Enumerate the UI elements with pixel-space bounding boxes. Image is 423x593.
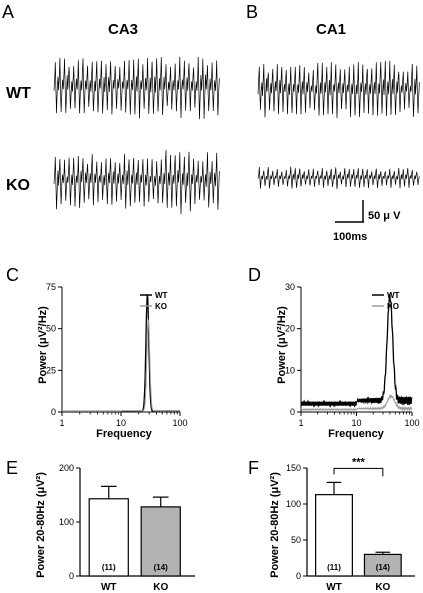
chart-c-x-tick-label: 1 xyxy=(59,418,64,428)
chart-c: Power (μV²/Hz) Frequency 0 25 50 75 1 10 100 WT… xyxy=(37,282,188,440)
chart-e-category-label-wt: WT xyxy=(101,582,117,593)
chart-f-significance-bracket xyxy=(333,467,384,477)
chart-d-y-tick-label: 20 xyxy=(285,324,295,334)
chart-d-y-tick-label: 0 xyxy=(290,407,295,417)
chart-f-y-tick-label: 0 xyxy=(296,571,301,581)
chart-c-y-tick-label: 50 xyxy=(46,324,56,334)
chart-d-legend-label-wt: WT xyxy=(387,291,400,300)
chart-e-plot-area: 0 100 200 (11) WT (14) KO xyxy=(59,463,195,593)
chart-c-legend-label-ko: KO xyxy=(155,302,167,311)
chart-d-series-wt xyxy=(300,293,413,409)
scale-bar-time-label: 100ms xyxy=(333,231,367,243)
trace-ca3-wt xyxy=(53,56,220,120)
row-label-ko: KO xyxy=(6,177,30,194)
chart-c-y-axis-label: Power (μV²/Hz) xyxy=(37,306,49,384)
trace-ca1-ko xyxy=(257,166,420,190)
scale-bar-amplitude-label: 50 μ V xyxy=(368,210,401,222)
chart-d-series-ko xyxy=(300,394,413,412)
chart-e-n-label-wt: (11) xyxy=(102,563,116,572)
chart-d-y-tick-label: 10 xyxy=(285,365,295,375)
chart-f-plot-area: 0 50 100 150 (11) WT (14) KO *** xyxy=(286,456,415,593)
chart-c-y-tick-label: 0 xyxy=(51,407,56,417)
chart-d-x-tick-label: 1 xyxy=(298,418,303,428)
trace-ca3-ko xyxy=(53,149,220,215)
chart-c-x-tick-label: 100 xyxy=(172,418,187,428)
row-label-wt: WT xyxy=(6,85,31,102)
chart-f-bar-wt xyxy=(315,494,353,577)
chart-f-significance-label: *** xyxy=(352,456,366,468)
chart-e-bar-ko xyxy=(140,506,181,577)
chart-d-x-axis-label: Frequency xyxy=(328,428,385,440)
panel-e-label: E xyxy=(6,458,18,478)
chart-f-n-label-wt: (11) xyxy=(327,563,341,572)
panel-b-title: CA1 xyxy=(316,21,346,38)
chart-d-legend-label-ko: KO xyxy=(387,302,399,311)
chart-f-n-label-ko: (14) xyxy=(376,563,391,572)
chart-e-category-label-ko: KO xyxy=(153,582,168,593)
chart-e-y-tick-label: 0 xyxy=(69,571,74,581)
chart-e-y-tick-label: 200 xyxy=(59,463,74,473)
chart-c-x-tick-label: 10 xyxy=(116,418,126,428)
chart-f-y-tick-label: 100 xyxy=(286,499,301,509)
chart-c-series-ko xyxy=(61,319,180,413)
chart-c-y-tick-label: 25 xyxy=(46,365,56,375)
chart-d: Power (μV²/Hz) Frequency 0 10 20 30 1 10 100 WT… xyxy=(276,282,420,440)
chart-c-x-axis-label: Frequency xyxy=(96,428,153,440)
chart-c-legend-label-wt: WT xyxy=(155,291,168,300)
chart-e-y-axis-label: Power 20-80Hz (μV²) xyxy=(35,472,47,578)
chart-d-x-tick-label: 100 xyxy=(404,418,419,428)
chart-c-y-tick-label: 75 xyxy=(46,282,56,292)
chart-d-plot-area: 0 10 20 30 1 10 100 WT KO xyxy=(285,282,420,428)
chart-f: Power 20-80Hz (μV²) 0 50 100 150 (11) WT (14) K… xyxy=(269,456,415,593)
panel-a-label: A xyxy=(2,2,14,22)
chart-d-x-tick-label: 10 xyxy=(351,418,361,428)
chart-d-y-axis-label: Power (μV²/Hz) xyxy=(276,306,288,384)
chart-f-y-tick-label: 50 xyxy=(291,535,301,545)
chart-d-y-tick-label: 30 xyxy=(285,282,295,292)
panel-f-label: F xyxy=(248,458,259,478)
scale-bar: 50 μ V 100ms xyxy=(333,200,401,243)
chart-f-bar-ko xyxy=(363,553,402,577)
chart-c-plot-area: 0 25 50 75 1 10 100 WT KO xyxy=(46,282,188,428)
chart-f-category-label-wt: WT xyxy=(326,582,342,593)
chart-c-series-wt xyxy=(61,294,181,413)
panel-a-title: CA3 xyxy=(108,21,138,38)
panel-b-label: B xyxy=(246,2,258,22)
chart-e-bar-wt xyxy=(88,498,129,577)
panel-c-label: C xyxy=(6,265,19,285)
chart-f-y-axis-label: Power 20-80Hz (μV²) xyxy=(269,472,281,578)
panel-d-label: D xyxy=(248,265,261,285)
chart-e-n-label-ko: (14) xyxy=(154,563,169,572)
chart-f-category-label-ko: KO xyxy=(375,582,390,593)
trace-ca1-wt xyxy=(257,60,420,119)
chart-e: Power 20-80Hz (μV²) 0 100 200 (11) WT (14) KO xyxy=(35,463,195,593)
chart-e-y-tick-label: 100 xyxy=(59,517,74,527)
chart-f-y-tick-label: 150 xyxy=(286,463,301,473)
